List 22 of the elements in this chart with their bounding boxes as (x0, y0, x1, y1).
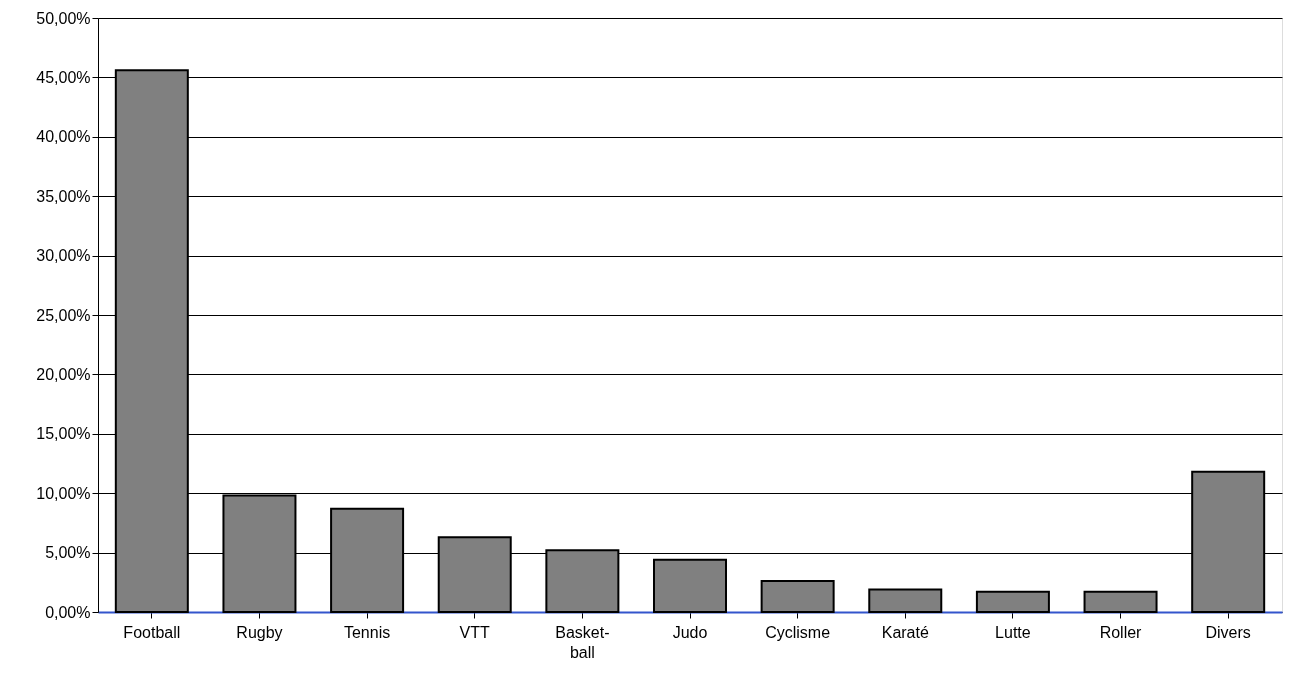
y-tick-label: 20,00% (36, 365, 91, 383)
y-tick-label: 40,00% (36, 128, 91, 146)
x-tick-label: Basket- ball (555, 623, 610, 661)
x-tick-label: VTT (459, 623, 491, 641)
y-tick-label: 30,00% (36, 247, 91, 265)
y-tick-label: 45,00% (36, 68, 91, 86)
x-tick-label: Lutte (995, 623, 1031, 641)
x-tick-label: Cyclisme (765, 623, 831, 641)
x-tick-label: Football (123, 623, 181, 641)
x-tick-label: Rugby (236, 623, 283, 641)
y-tick-label: 0,00% (45, 603, 91, 621)
x-tick-label: Divers (1205, 623, 1251, 641)
y-tick-label: 10,00% (36, 484, 91, 502)
x-tick-label: Judo (672, 623, 708, 641)
y-tick-label: 25,00% (36, 306, 91, 324)
y-tick-label: 50,00% (36, 9, 91, 27)
x-tick-label: Roller (1099, 623, 1143, 641)
x-tick-label: Karaté (881, 623, 929, 641)
y-tick-label: 5,00% (45, 544, 91, 562)
x-tick-label: Tennis (343, 623, 391, 641)
y-tick-label: 15,00% (36, 425, 91, 443)
y-tick-label: 35,00% (36, 187, 91, 205)
